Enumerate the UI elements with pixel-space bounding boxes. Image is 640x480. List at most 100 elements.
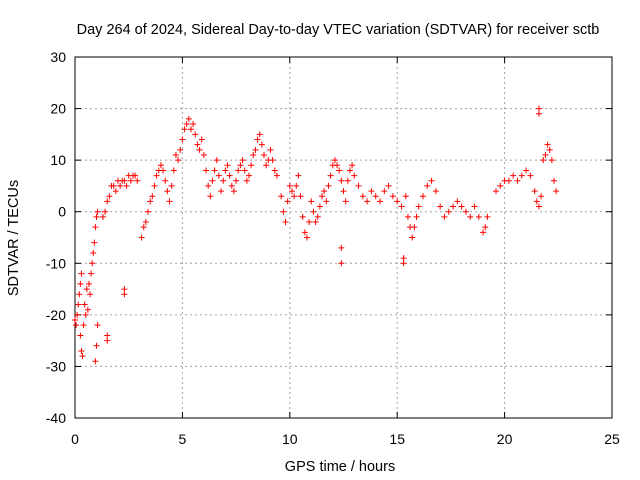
data-point xyxy=(134,177,141,184)
data-point xyxy=(187,126,194,133)
data-point xyxy=(325,182,332,189)
data-point xyxy=(424,182,431,189)
data-point xyxy=(389,193,396,200)
data-point xyxy=(147,198,154,205)
x-tick-label: 5 xyxy=(179,431,187,447)
data-point xyxy=(241,167,248,174)
data-point xyxy=(351,172,358,179)
data-point xyxy=(280,208,287,215)
data-point xyxy=(368,188,375,195)
x-tick-label: 0 xyxy=(71,431,79,447)
data-point xyxy=(89,260,96,267)
data-point xyxy=(518,172,525,179)
data-point xyxy=(342,198,349,205)
data-point xyxy=(83,286,90,293)
data-point xyxy=(157,162,164,169)
data-point xyxy=(104,332,111,339)
data-point xyxy=(267,146,274,153)
data-point xyxy=(553,188,560,195)
data-point xyxy=(288,188,295,195)
data-point xyxy=(258,141,265,148)
data-point xyxy=(192,131,199,138)
y-tick-label: -10 xyxy=(46,255,66,271)
data-point xyxy=(245,172,252,179)
data-point xyxy=(409,234,416,241)
data-point xyxy=(404,213,411,220)
data-point xyxy=(310,208,317,215)
data-point xyxy=(297,193,304,200)
data-point xyxy=(338,177,345,184)
data-point xyxy=(432,188,439,195)
data-point xyxy=(233,177,240,184)
data-point xyxy=(237,162,244,169)
data-point xyxy=(484,213,491,220)
data-point xyxy=(419,193,426,200)
data-point xyxy=(364,198,371,205)
data-point xyxy=(220,177,227,184)
data-point xyxy=(402,193,409,200)
data-point xyxy=(273,172,280,179)
data-point xyxy=(252,146,259,153)
data-point xyxy=(323,198,330,205)
data-point xyxy=(254,136,261,143)
data-point xyxy=(142,219,149,226)
data-point xyxy=(428,177,435,184)
data-point xyxy=(535,203,542,210)
data-point xyxy=(551,177,558,184)
data-point xyxy=(73,322,80,329)
data-point xyxy=(77,280,84,287)
data-point xyxy=(400,260,407,267)
data-point xyxy=(475,213,482,220)
data-point xyxy=(385,182,392,189)
data-point xyxy=(72,317,78,324)
data-point xyxy=(164,188,171,195)
data-point xyxy=(102,208,109,215)
data-point xyxy=(198,136,205,143)
data-point xyxy=(80,322,87,329)
data-point xyxy=(82,311,89,318)
data-point xyxy=(338,260,345,267)
data-point xyxy=(331,157,338,164)
data-point xyxy=(540,157,547,164)
data-point xyxy=(81,301,88,308)
data-point xyxy=(79,353,86,360)
data-point xyxy=(85,280,92,287)
data-point xyxy=(127,177,134,184)
data-point xyxy=(181,126,188,133)
data-point xyxy=(194,141,201,148)
data-point xyxy=(544,141,551,148)
data-point xyxy=(336,167,343,174)
data-point xyxy=(235,167,242,174)
y-tick-label: 20 xyxy=(50,101,66,117)
data-point xyxy=(413,213,420,220)
data-point xyxy=(454,198,461,205)
data-point xyxy=(535,110,542,117)
data-point xyxy=(548,157,555,164)
data-point xyxy=(94,322,101,329)
data-point xyxy=(211,167,218,174)
data-point xyxy=(76,291,83,298)
data-point xyxy=(394,198,401,205)
data-point xyxy=(121,286,128,293)
data-point xyxy=(355,182,362,189)
data-point xyxy=(271,167,278,174)
data-point xyxy=(458,203,465,210)
data-point xyxy=(170,167,177,174)
data-point xyxy=(314,213,321,220)
data-point xyxy=(250,151,257,158)
x-tick-label: 10 xyxy=(282,431,298,447)
data-point xyxy=(121,177,128,184)
data-point xyxy=(166,198,173,205)
data-point xyxy=(462,208,469,215)
data-point xyxy=(527,172,534,179)
data-point xyxy=(261,151,268,158)
data-point xyxy=(471,203,478,210)
data-point xyxy=(177,146,184,153)
data-point xyxy=(299,213,306,220)
data-point xyxy=(510,172,517,179)
y-axis-label: SDTVAR / TECUs xyxy=(6,180,22,296)
x-tick-label: 15 xyxy=(389,431,405,447)
data-point xyxy=(145,208,152,215)
data-point xyxy=(248,162,255,169)
data-point xyxy=(450,203,457,210)
